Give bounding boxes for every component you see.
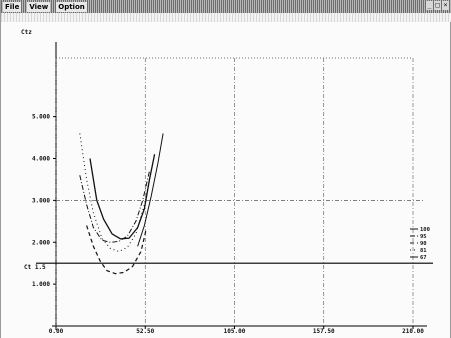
y-tick-label: 3.000 <box>32 197 50 204</box>
legend-label: 90 <box>420 241 427 247</box>
legend-label: 81 <box>420 248 427 254</box>
line-chart: Ctz 0.00 52.50 105.00 157.50 210.00 1.000 2.000… <box>21 29 433 335</box>
y-tick-label: 2.000 <box>32 239 50 246</box>
chart-area: Ctz 0.00 52.50 105.00 157.50 210.00 1.000 2.000… <box>1 22 451 338</box>
legend-label: 95 <box>420 234 427 240</box>
series-line-1 <box>79 170 150 243</box>
reference-line-label: Ct 1.5 <box>24 264 46 271</box>
x-tick-label: 0.00 <box>49 328 64 335</box>
x-tick-label: 210.00 <box>402 328 424 335</box>
y-tick-label: 5.000 <box>32 114 50 121</box>
title-bar: File View Option _ □ × <box>1 0 451 13</box>
series-line-2 <box>86 225 147 275</box>
window-controls: _ □ × <box>426 1 449 10</box>
menu-view[interactable]: View <box>27 1 51 12</box>
y-tick-label: 4.000 <box>32 156 50 163</box>
x-tick-label: 157.50 <box>313 328 335 335</box>
menu-option[interactable]: Option <box>56 1 87 12</box>
series-line-4 <box>137 133 164 247</box>
y-tick-label: 1.000 <box>32 281 50 288</box>
x-tick-label: 52.50 <box>136 328 154 335</box>
minimize-button[interactable]: _ <box>426 1 433 10</box>
close-button[interactable]: × <box>442 1 449 10</box>
menu-file[interactable]: File <box>3 1 22 12</box>
toolbar-strip <box>1 13 451 22</box>
menu-bar: File View Option <box>3 1 87 12</box>
legend-label: 67 <box>420 255 427 261</box>
maximize-button[interactable]: □ <box>434 1 441 10</box>
legend-label: 100 <box>420 227 430 233</box>
series-line-0 <box>89 154 156 240</box>
y-axis-title: Ctz <box>21 29 32 36</box>
x-tick-label: 105.00 <box>224 328 246 335</box>
